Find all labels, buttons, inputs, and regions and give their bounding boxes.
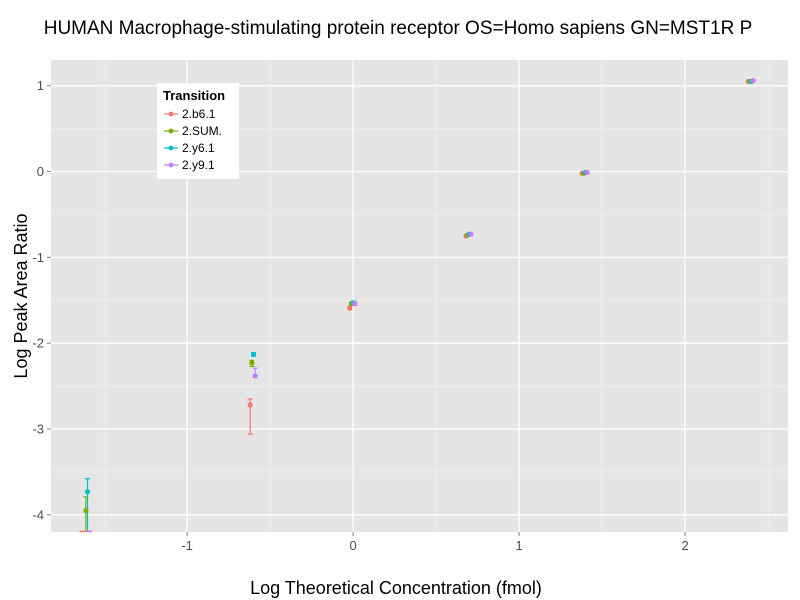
chart-title: HUMAN Macrophage-stimulating protein rec… [44,18,753,39]
data-point [247,402,253,408]
data-point [252,373,258,379]
legend-title: Transition [163,88,225,103]
legend-key-point [168,145,174,151]
data-point [750,77,756,84]
y-axis: -4 -3 -2 -1 0 1 [32,78,51,522]
legend-items: 2.b6.1 2.SUM. 2.y6.1 2.y9.1 [164,107,222,172]
legend-item: 2.y9.1 [164,158,215,172]
x-tick-label: 1 [515,538,522,553]
legend: Transition 2.b6.1 2.SUM. 2.y6.1 2.y9.1 [157,83,239,179]
y-tick-label: -4 [32,507,44,522]
data-point [352,301,358,307]
data-point [83,507,89,514]
legend-item: 2.b6.1 [164,107,216,121]
legend-label: 2.y9.1 [182,158,215,172]
legend-label: 2.b6.1 [182,107,216,121]
x-tick-label: -1 [181,538,193,553]
legend-label: 2.y6.1 [182,141,215,155]
legend-key-point [168,111,174,117]
data-point [468,231,474,237]
legend-key-point [168,162,174,168]
legend-label: 2.SUM. [182,124,222,138]
y-tick-label: 0 [37,164,44,179]
y-axis-title: Log Peak Area Ratio [11,213,31,378]
data-points [79,77,756,533]
legend-key-point [168,128,174,134]
data-point [249,360,255,366]
x-tick-label: 2 [681,538,688,553]
grid [51,60,788,532]
x-axis-title: Log Theoretical Concentration (fmol) [250,578,542,598]
data-point [584,169,590,176]
y-tick-label: -1 [32,250,44,265]
data-point [250,351,257,357]
error-bar [85,478,91,532]
y-tick-label: 1 [37,78,44,93]
y-tick-label: -2 [32,336,44,351]
y-tick-label: -3 [32,422,44,437]
legend-item: 2.SUM. [164,124,222,138]
data-point [84,489,91,495]
x-tick-label: 0 [349,538,356,553]
data-point [347,305,353,311]
legend-item: 2.y6.1 [164,141,215,155]
x-axis: -1 0 1 2 [181,532,689,553]
